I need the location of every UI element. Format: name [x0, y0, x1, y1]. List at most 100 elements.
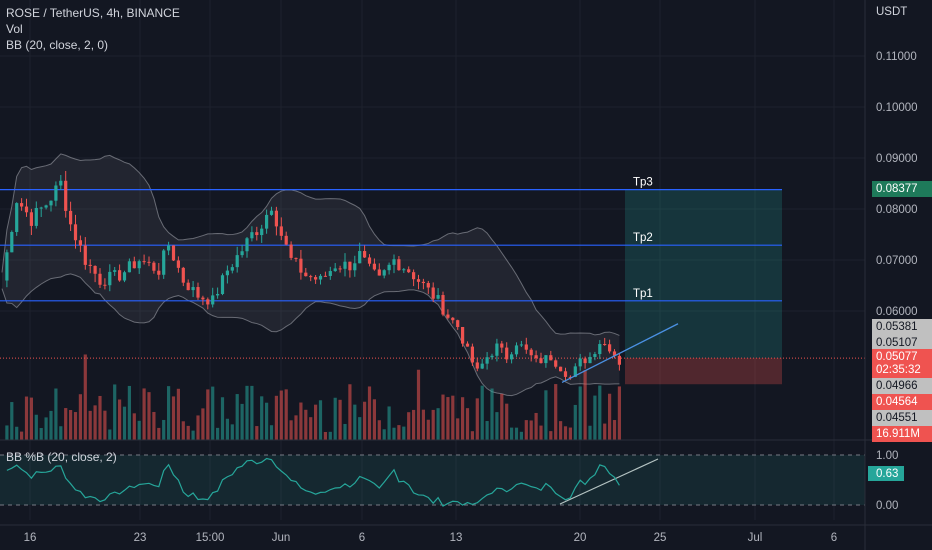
candle-body — [578, 358, 582, 367]
candle-body — [162, 250, 166, 275]
osc-value-tag — [868, 466, 904, 481]
candle-body — [431, 287, 435, 299]
volume-bar — [255, 426, 259, 440]
candle-body — [563, 371, 568, 377]
volume-bar — [83, 354, 87, 440]
candle-body — [279, 226, 283, 236]
candle-body — [132, 261, 136, 269]
volume-bar — [265, 402, 269, 440]
volume-bar — [480, 385, 484, 440]
candle-body — [240, 251, 244, 256]
volume-bar — [549, 431, 553, 440]
candle-body — [348, 261, 352, 271]
candle-body — [416, 279, 421, 282]
target-levels: Tp3 Tp2 Tp1 — [0, 177, 782, 302]
volume-bar — [397, 425, 401, 440]
candle-body — [73, 224, 78, 241]
volume-bar — [69, 409, 73, 440]
candle-body — [568, 376, 572, 378]
time-tick-label: 20 — [574, 532, 587, 544]
candle-body — [93, 265, 97, 274]
price-tag: 0.08377 — [872, 181, 932, 197]
candle-body — [167, 245, 171, 251]
volume-bar — [519, 431, 523, 440]
candle-body — [34, 207, 38, 226]
volume-bar — [608, 393, 612, 440]
volume-bar — [544, 390, 548, 440]
candle-body — [421, 281, 425, 284]
volume-bar — [382, 429, 386, 440]
volume-bar — [59, 426, 63, 440]
volume-bar — [358, 417, 362, 440]
candle-body — [495, 343, 499, 356]
volume-bar — [314, 404, 318, 440]
volume-bar — [534, 412, 538, 440]
candle-body — [299, 258, 303, 273]
candle-body — [137, 261, 141, 269]
osc-value-text: 0.63 — [876, 468, 898, 480]
price-tick-label: 0.09000 — [876, 153, 918, 165]
volume-bar — [152, 411, 156, 440]
volume-bar — [132, 413, 136, 440]
candle-body — [269, 210, 274, 215]
candle-body — [127, 261, 131, 273]
candle-body — [333, 268, 337, 272]
volume-bar — [284, 389, 288, 440]
candle-body — [206, 299, 210, 305]
volume-bar — [436, 408, 440, 440]
candle-body — [69, 210, 73, 225]
percent-b-line — [6, 457, 620, 507]
candle-body — [573, 366, 577, 377]
symbol-title[interactable]: ROSE / TetherUS, 4h, BINANCE — [6, 6, 180, 20]
volume-bar — [269, 425, 274, 440]
candle-body — [147, 261, 151, 263]
candle-body — [480, 363, 484, 369]
candle-body — [451, 317, 455, 321]
volume-bar — [147, 392, 151, 440]
volume-bar — [171, 396, 176, 440]
candle-body — [181, 267, 185, 283]
candle-body — [485, 357, 489, 364]
volume-indicator-label[interactable]: Vol — [6, 22, 23, 36]
candle-body — [260, 228, 264, 236]
candle-body — [171, 245, 176, 261]
price-tick-label: 0.10000 — [876, 102, 918, 114]
volume-bar — [451, 395, 455, 440]
candle-body — [284, 235, 288, 245]
volume-bar — [230, 424, 234, 440]
candle-body — [593, 354, 597, 357]
price-tag: 02:35:32 — [872, 362, 932, 378]
price-tag: 0.04551 — [872, 410, 932, 426]
candle-body — [10, 232, 14, 253]
volume-bar — [127, 385, 131, 440]
candle-body — [24, 206, 29, 213]
candle-body — [534, 355, 538, 359]
candle-body — [64, 180, 68, 211]
volume-bar — [39, 428, 43, 440]
candle-body — [598, 344, 602, 355]
bb-upper-line — [1, 153, 620, 336]
volume-bar — [98, 395, 102, 440]
volume-bar — [220, 397, 225, 440]
volume-bar — [299, 402, 303, 440]
volume-bar — [603, 423, 607, 440]
candle-body — [118, 270, 122, 281]
candle-body — [289, 244, 293, 258]
candle-body — [304, 272, 308, 277]
oscillator-label[interactable]: BB %B (20, close, 2) — [6, 450, 117, 464]
volume-bar — [461, 397, 465, 440]
volume-bar — [421, 409, 425, 440]
volume-bar — [93, 405, 97, 440]
volume-bar — [559, 421, 563, 440]
candle-body — [554, 360, 558, 367]
bollinger-indicator-label[interactable]: BB (20, close, 2, 0) — [6, 38, 109, 52]
time-tick-label: 25 — [654, 532, 667, 544]
volume-bar — [176, 388, 180, 440]
price-tick-label: 0.07000 — [876, 255, 918, 267]
volume-bar — [181, 421, 185, 440]
candle-body — [103, 284, 107, 286]
price-tag: 0.04966 — [872, 378, 932, 394]
volume-bar — [475, 398, 479, 440]
